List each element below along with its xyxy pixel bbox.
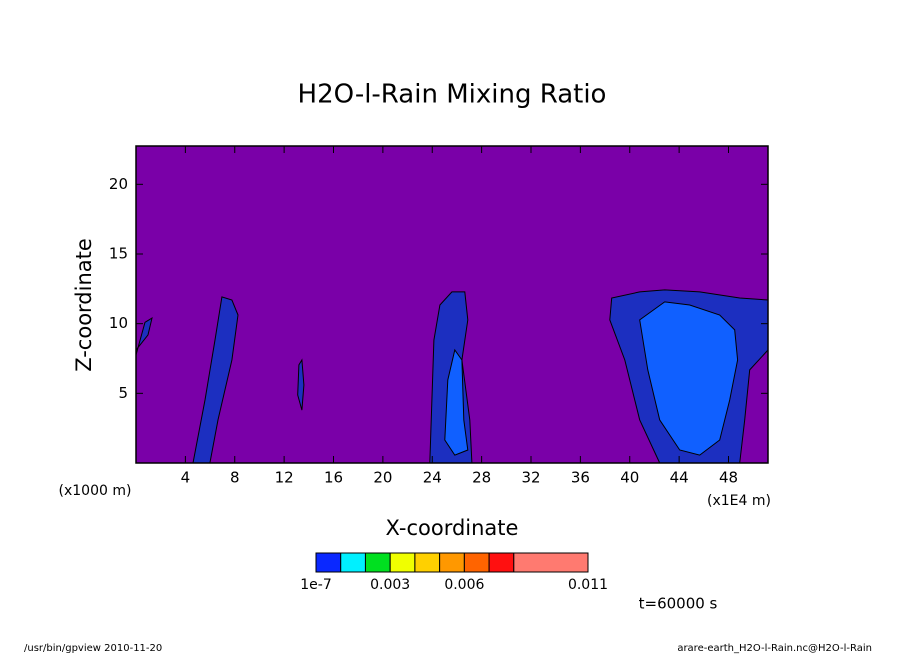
colorbar-label: 0.011: [568, 577, 608, 593]
colorbar-box: [389, 552, 416, 573]
y-tick-label: 5: [118, 384, 128, 402]
contour-region: [192, 296, 239, 464]
plot-frame: [135, 145, 769, 464]
colorbar-box: [463, 552, 490, 573]
colorbar-box: [513, 552, 589, 573]
x-tick-label: 36: [571, 469, 590, 487]
colorbar-box: [414, 552, 441, 573]
colorbar-label: 0.006: [444, 577, 484, 593]
colorbar-label: 1e-7: [300, 577, 331, 593]
y-axis-label: Z-coordinate: [72, 238, 96, 372]
colorbar-box: [364, 552, 391, 573]
x-tick-label: 20: [373, 469, 392, 487]
contour-region: [297, 358, 305, 411]
x-tick-label: 44: [670, 469, 689, 487]
colorbar-box: [488, 552, 515, 573]
time-label: t=60000 s: [639, 595, 718, 613]
chart-title: H2O-l-Rain Mixing Ratio: [298, 80, 607, 110]
colorbar-label: 0.003: [370, 577, 410, 593]
y-tick-label: 10: [109, 314, 128, 332]
x-tick-label: 28: [472, 469, 491, 487]
y-tick-label: 20: [109, 175, 128, 193]
footer-left: /usr/bin/gpview 2010-11-20: [24, 643, 162, 654]
colorbar-box: [340, 552, 366, 573]
x-tick-label: 48: [719, 469, 738, 487]
x-tick-label: 40: [620, 469, 639, 487]
colorbar-box: [315, 552, 342, 573]
y-tick-label: 15: [109, 244, 128, 262]
x-tick-label: 12: [275, 469, 294, 487]
footer-right: arare-earth_H2O-l-Rain.nc@H2O-l-Rain: [677, 643, 872, 654]
contour-region: [639, 301, 739, 456]
x-tick-label: 16: [324, 469, 343, 487]
x-tick-label: 32: [521, 469, 540, 487]
x-tick-label: 24: [423, 469, 442, 487]
contour-region: [444, 348, 469, 456]
x-axis-label: X-coordinate: [386, 516, 519, 540]
colorbar-box: [439, 552, 465, 573]
x-tick-label: 8: [230, 469, 240, 487]
x-tick-label: 4: [181, 469, 191, 487]
x-unit-right: (x1E4 m): [707, 493, 771, 509]
x-unit-left: (x1000 m): [59, 483, 132, 499]
